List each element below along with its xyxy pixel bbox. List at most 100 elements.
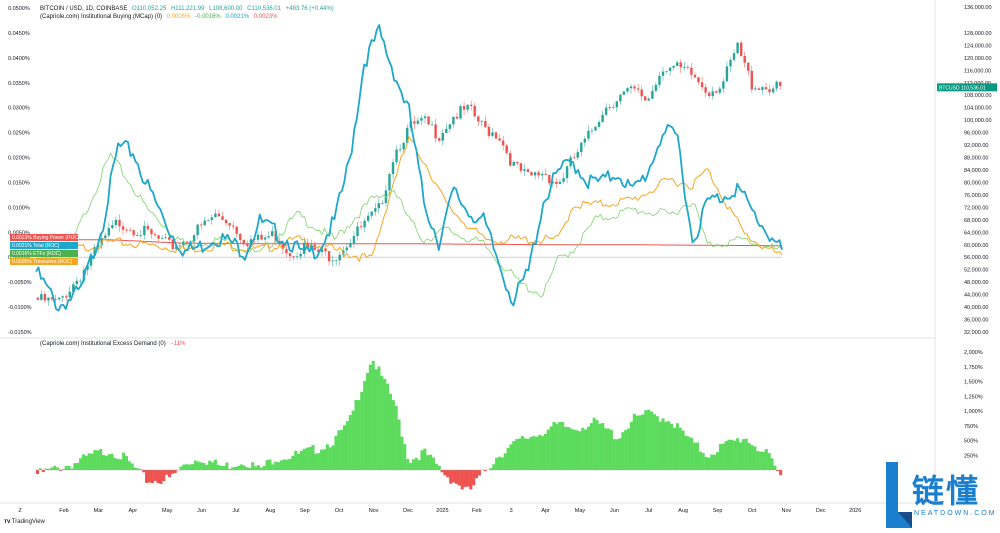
symbol-label[interactable]: BITCOIN / USD, 1D, COINBASE [40, 6, 127, 12]
candle-body [214, 214, 216, 218]
candle-body [612, 107, 614, 108]
demand-bar [725, 441, 728, 470]
roc-tick-label: -0.0100% [8, 305, 32, 311]
demand-tick-label: 1,250% [964, 394, 983, 400]
candle-body [658, 76, 660, 85]
demand-bar [673, 428, 676, 470]
candle-body [147, 226, 149, 229]
candle-body [491, 132, 493, 135]
candle-body [328, 251, 330, 261]
candle-body [505, 145, 507, 153]
lower-indicator-name[interactable]: (Capriole.com) Institutional Excess Dema… [40, 341, 166, 347]
buying-power-line [36, 240, 782, 246]
demand-bar [647, 410, 650, 470]
candle-body [271, 231, 273, 236]
demand-bar [748, 443, 751, 470]
candle-body [122, 226, 124, 229]
candle-body [140, 235, 142, 236]
demand-bar [240, 464, 243, 470]
candle-body [562, 178, 564, 182]
demand-bar [538, 435, 541, 470]
demand-bar [555, 424, 558, 470]
demand-bar [653, 414, 656, 470]
demand-bar [492, 464, 495, 470]
demand-bar [426, 455, 429, 470]
demand-bar [162, 470, 165, 481]
candle-body [360, 226, 362, 227]
time-tick-label: Aug [678, 508, 688, 514]
demand-bar [590, 423, 593, 470]
demand-bar [530, 437, 533, 470]
high-value: H111,221.99 [171, 6, 204, 12]
demand-bar [223, 466, 226, 470]
candle-body [154, 234, 156, 235]
candle-body [204, 221, 206, 226]
watermark-logo: 链懂 NEATDOWN.COM [884, 462, 996, 528]
demand-bar [314, 454, 317, 470]
demand-bar [489, 468, 492, 470]
demand-bar [650, 411, 653, 470]
candle-body [761, 87, 763, 90]
demand-bar [50, 468, 53, 470]
time-tick-label: Sep [300, 508, 310, 514]
demand-bar [409, 463, 412, 470]
demand-tick-label: 1,000% [964, 409, 983, 415]
time-tick-label: Oct [335, 508, 344, 514]
price-tick-label: 88,000.00 [964, 156, 988, 162]
candle-body [299, 254, 301, 257]
lower-indicator-value: −11% [170, 341, 185, 347]
demand-bar [266, 460, 269, 470]
legend-tag-text-2: 0.0016% ETFs (ROC) [12, 251, 61, 257]
candle-body [683, 67, 685, 68]
demand-bar [65, 466, 68, 470]
candle-body [118, 220, 120, 226]
time-tick-label: Mar [94, 508, 104, 514]
candle-body [381, 203, 383, 204]
demand-bar [122, 453, 125, 470]
demand-bar [36, 470, 39, 474]
demand-bar [567, 427, 570, 470]
demand-bar [392, 400, 395, 470]
price-tick-label: 136,000.00 [964, 5, 992, 11]
candle-body [218, 214, 220, 217]
candle-body [680, 62, 682, 67]
demand-bar [168, 470, 171, 477]
candle-body [104, 236, 106, 239]
roc-tick-label: 0.0250% [8, 131, 30, 137]
demand-bar [99, 449, 102, 470]
demand-bar [687, 437, 690, 470]
demand-bar [587, 427, 590, 470]
candle-body [591, 131, 593, 132]
candle-body [456, 117, 458, 119]
demand-bar [179, 466, 182, 470]
roc-tick-label: 0.0200% [8, 156, 30, 162]
candle-body [481, 121, 483, 122]
price-tick-label: 100,000.00 [964, 118, 992, 124]
demand-bar [386, 384, 389, 470]
demand-bar [561, 422, 564, 470]
demand-bar [644, 410, 647, 470]
footer-brand[interactable]: ᴛᴠ TradingView [4, 519, 45, 525]
demand-bar [225, 462, 228, 470]
candle-body [577, 152, 579, 158]
demand-bar [641, 414, 644, 470]
indicator-name[interactable]: (Capriole.com) Institutional Buying (MCa… [40, 14, 162, 20]
candle-body [772, 89, 774, 93]
candle-body [186, 242, 188, 243]
demand-tick-label: 250% [964, 453, 978, 459]
candle-body [616, 101, 618, 107]
demand-bar [297, 454, 300, 470]
candle-body [651, 91, 653, 99]
price-tick-label: 76,000.00 [964, 193, 988, 199]
demand-bar [403, 444, 406, 470]
candle-body [768, 89, 770, 92]
demand-bar [205, 465, 208, 470]
candle-body [221, 216, 223, 220]
demand-bar [524, 438, 527, 470]
candle-body [513, 162, 515, 166]
demand-bar [82, 454, 85, 470]
time-tick-label: Feb [472, 508, 481, 514]
demand-bar [286, 460, 289, 470]
demand-bar [616, 439, 619, 470]
candle-body [555, 182, 557, 184]
